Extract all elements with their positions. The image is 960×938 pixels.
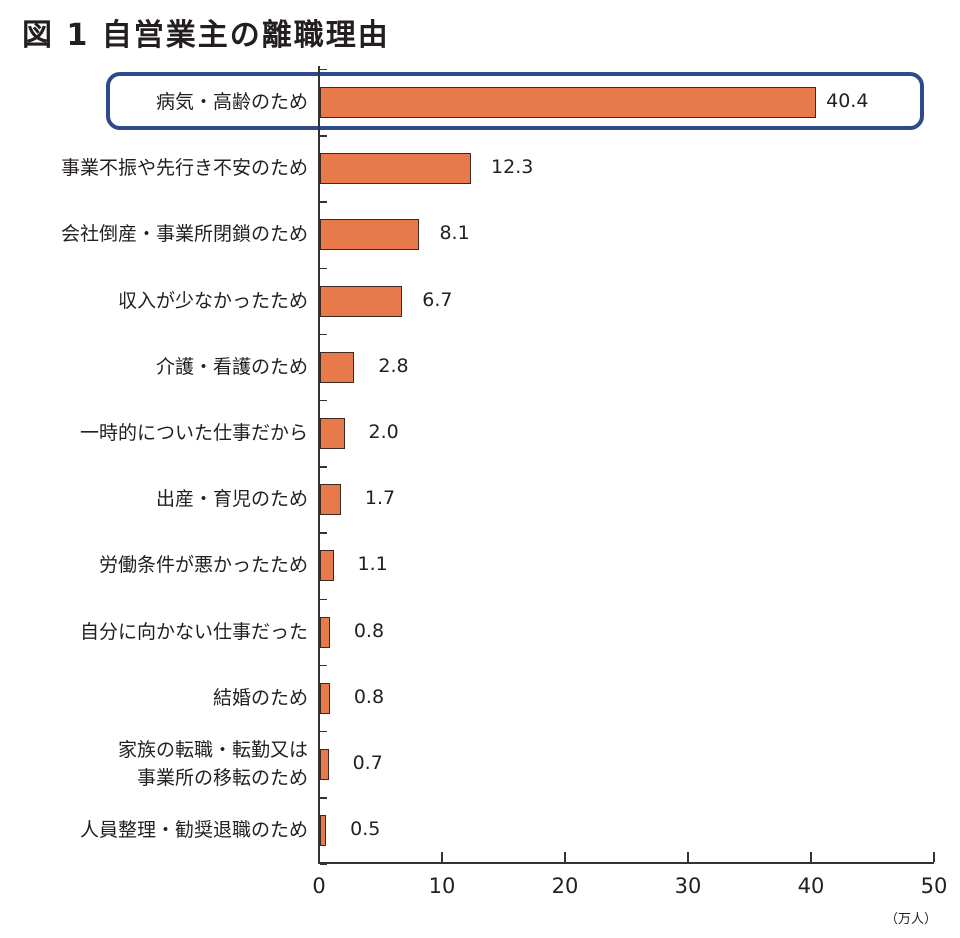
bar [320, 285, 403, 317]
category-label: 結婚のため [212, 686, 308, 709]
category-label: 事業不振や先行き不安のため [60, 157, 308, 180]
x-axis-tick [564, 852, 566, 862]
category-label: 出産・育児のため [155, 488, 308, 511]
category-label: 介護・看護のため [155, 355, 308, 378]
x-axis-tick [441, 852, 443, 862]
bar-row: 結婚のため 0.8 [0, 676, 960, 720]
bar-row: 事業不振や先行き不安のため 12.3 [0, 146, 960, 190]
bar [320, 418, 345, 449]
x-axis-tick-label: 20 [551, 874, 579, 898]
x-axis-tick [687, 852, 689, 862]
x-axis-tick-label: 50 [920, 874, 948, 898]
bar [320, 815, 327, 847]
value-label: 1.1 [357, 553, 388, 576]
value-label: 8.1 [439, 222, 470, 245]
bar-row: 会社倒産・事業所閉鎖のため 8.1 [0, 212, 960, 256]
category-label: 人員整理・勧奨退職のため [79, 819, 308, 842]
y-axis-tick [320, 532, 327, 534]
y-axis-tick [320, 333, 327, 336]
category-label: 自分に向かない仕事だった [79, 620, 308, 643]
value-label: 0.5 [350, 818, 381, 841]
category-label: 病気・高齢のため [155, 91, 308, 113]
highlight-box [106, 72, 924, 130]
value-label: 0.8 [353, 685, 385, 708]
y-axis-tick [320, 201, 327, 203]
category-label: 一時的についた仕事だから [79, 422, 308, 444]
y-axis-tick [320, 730, 327, 733]
bar [320, 682, 330, 714]
value-label: 0.7 [352, 752, 383, 774]
value-label: 40.4 [826, 90, 869, 112]
bar-row: 家族の転職・転勤又は事業所の移転のため 0.7 [0, 739, 960, 789]
category-label: 労働条件が悪かったため [98, 554, 308, 577]
x-axis-tick-label: 0 [312, 874, 326, 898]
y-axis-tick [320, 68, 327, 71]
bar-row: 出産・育児のため 1.7 [0, 477, 960, 521]
bar-row: 病気・高齢のため 40.4 [0, 80, 960, 124]
bar [320, 749, 329, 780]
y-axis-tick [320, 664, 327, 667]
bar [320, 616, 330, 648]
bar [320, 550, 334, 582]
bar-row: 一時的についた仕事だから 2.0 [0, 411, 960, 455]
y-axis [318, 66, 320, 864]
x-axis-tick-label: 30 [674, 874, 702, 898]
y-axis-tick [320, 863, 327, 865]
y-axis-tick [320, 466, 327, 468]
x-axis-tick-label: 10 [428, 874, 456, 898]
bar [320, 351, 355, 383]
x-axis-tick-label: 40 [797, 874, 825, 898]
x-axis-tick [810, 852, 812, 862]
y-axis-tick [320, 135, 327, 137]
y-axis-tick [320, 399, 327, 402]
y-axis-tick [320, 267, 327, 269]
x-axis-unit: （万人） [885, 912, 938, 927]
bar [320, 219, 420, 251]
x-axis [318, 862, 934, 864]
value-label: 12.3 [491, 156, 534, 179]
y-axis-tick [320, 797, 327, 799]
category-label: 収入が少なかったため [117, 289, 308, 312]
bar [320, 153, 472, 185]
category-label-line2: 事業所の移転のため [136, 767, 308, 789]
value-label: 0.8 [353, 619, 385, 642]
bar-row: 介護・看護のため 2.8 [0, 345, 960, 389]
bar-row: 労働条件が悪かったため 1.1 [0, 543, 960, 587]
bar-row: 人員整理・勧奨退職のため 0.5 [0, 808, 960, 852]
chart-title: 図 1 自営業主の離職理由 [22, 18, 390, 53]
category-label: 会社倒産・事業所閉鎖のため [60, 223, 308, 246]
bar [320, 484, 341, 516]
value-label: 6.7 [422, 288, 453, 311]
x-axis-tick [933, 852, 935, 862]
value-label: 2.8 [378, 354, 409, 377]
y-axis-tick [320, 598, 327, 600]
value-label: 2.0 [368, 421, 399, 443]
category-label: 家族の転職・転勤又は [117, 739, 308, 761]
bar [320, 87, 817, 118]
bar-row: 自分に向かない仕事だった 0.8 [0, 610, 960, 654]
value-label: 1.7 [364, 487, 396, 510]
bar-row: 収入が少なかったため 6.7 [0, 279, 960, 323]
